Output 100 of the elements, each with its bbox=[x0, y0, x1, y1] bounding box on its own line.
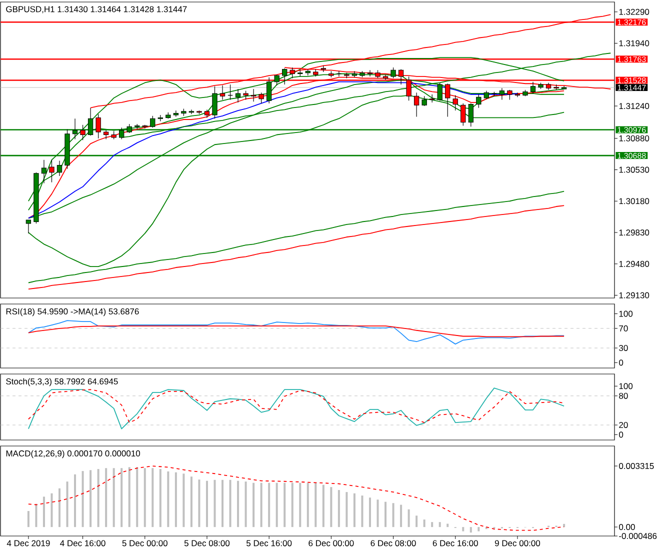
bar bbox=[330, 487, 332, 528]
y-tick-label: 0.00 bbox=[619, 524, 635, 530]
bar bbox=[237, 480, 240, 528]
y-tick-label: -0.000486 bbox=[619, 533, 657, 540]
bar bbox=[446, 524, 449, 528]
candlestick bbox=[476, 94, 482, 108]
chart-title: Stoch(5,3,3) 58.7992 64.6945 bbox=[6, 378, 118, 386]
x-tick-label: 6 Dec 16:00 bbox=[432, 540, 478, 546]
y-tick-label: 1.30180 bbox=[619, 198, 650, 204]
bar bbox=[268, 482, 270, 528]
x-tick-label: 4 Dec 16:00 bbox=[60, 540, 106, 546]
y-tick-label: 1.30880 bbox=[619, 135, 650, 142]
bar bbox=[167, 471, 170, 528]
bar bbox=[423, 519, 426, 528]
bar bbox=[284, 482, 286, 528]
bar bbox=[128, 467, 130, 528]
bar bbox=[438, 522, 441, 528]
bar bbox=[361, 496, 364, 528]
y-tick-label: 1.31940 bbox=[619, 40, 650, 46]
bar bbox=[182, 474, 185, 528]
bar bbox=[144, 468, 146, 528]
y-tick-label: 0.003315 bbox=[619, 462, 654, 469]
bar bbox=[198, 480, 200, 528]
candlestick bbox=[235, 88, 241, 103]
ref-line-label: 1.32176 bbox=[618, 19, 646, 26]
bar bbox=[222, 480, 224, 528]
candlestick bbox=[41, 160, 47, 184]
bar bbox=[276, 482, 278, 528]
bar bbox=[58, 488, 61, 528]
bar bbox=[82, 471, 84, 528]
candlestick bbox=[445, 83, 450, 118]
candlestick bbox=[188, 109, 194, 114]
x-tick-label: 5 Dec 08:00 bbox=[184, 540, 230, 546]
bar bbox=[322, 484, 324, 528]
bar bbox=[291, 482, 294, 528]
candlestick bbox=[250, 88, 256, 102]
bar bbox=[384, 502, 387, 528]
bar bbox=[478, 527, 480, 532]
y-tick-label: 1.30530 bbox=[619, 166, 650, 173]
bar bbox=[299, 482, 302, 528]
bar bbox=[120, 468, 123, 528]
y-tick-label: 1.32290 bbox=[619, 8, 650, 15]
candlestick bbox=[173, 110, 179, 118]
bar bbox=[97, 469, 100, 528]
ref-line-label: 1.31528 bbox=[618, 78, 646, 84]
y-tick-label: 70 bbox=[619, 325, 628, 332]
bar bbox=[416, 516, 418, 528]
bar bbox=[229, 480, 232, 528]
chart-title: GBPUSD,H1 1.31430 1.31464 1.31428 1.31447 bbox=[6, 6, 187, 14]
bar bbox=[338, 490, 340, 528]
candlestick bbox=[514, 92, 520, 98]
bar bbox=[105, 468, 108, 528]
bar bbox=[400, 504, 402, 528]
bar bbox=[368, 498, 371, 528]
bar bbox=[112, 468, 115, 528]
bar bbox=[174, 472, 177, 528]
ref-line-label: 1.30688 bbox=[618, 152, 646, 159]
y-tick-label: 1.29130 bbox=[619, 292, 650, 298]
y-tick-label: 0 bbox=[619, 432, 624, 438]
bar bbox=[90, 470, 92, 528]
y-tick-label: 30 bbox=[619, 344, 628, 351]
y-tick-label: 80 bbox=[619, 392, 628, 399]
bar bbox=[35, 504, 38, 528]
x-tick-label: 4 Dec 2019 bbox=[6, 540, 50, 546]
chart-title: MACD(12,26,9) 0.000170 0.000010 bbox=[6, 450, 140, 458]
bar bbox=[206, 480, 208, 528]
x-tick-label: 9 Dec 00:00 bbox=[494, 540, 540, 546]
bar bbox=[50, 493, 53, 528]
bar bbox=[66, 482, 68, 528]
x-tick-label: 5 Dec 16:00 bbox=[246, 540, 292, 546]
y-tick-label: 1.31240 bbox=[619, 103, 650, 110]
candlestick bbox=[507, 90, 512, 100]
y-tick-label: 100 bbox=[619, 383, 633, 390]
candlestick bbox=[460, 103, 466, 126]
candlestick bbox=[414, 92, 420, 118]
y-tick-label: 100 bbox=[619, 310, 633, 317]
bar bbox=[136, 467, 138, 528]
bar bbox=[392, 503, 394, 528]
candlestick bbox=[212, 86, 218, 119]
bar bbox=[159, 469, 162, 528]
candlestick bbox=[80, 124, 86, 140]
x-tick-label: 5 Dec 00:00 bbox=[122, 540, 168, 546]
candlestick bbox=[103, 130, 109, 140]
y-tick-label: 20 bbox=[619, 422, 628, 428]
candlestick bbox=[468, 103, 474, 127]
candlestick bbox=[452, 94, 458, 111]
bar bbox=[376, 500, 379, 528]
ref-line-label: 1.30976 bbox=[618, 127, 646, 133]
candlestick bbox=[266, 77, 272, 104]
x-tick-label: 6 Dec 00:00 bbox=[308, 540, 354, 546]
ref-line-label: 1.31447 bbox=[618, 84, 646, 90]
bar bbox=[244, 482, 247, 528]
chart-title: RSI(18) 54.9590 ->MA(14) 53.6876 bbox=[6, 308, 139, 316]
bar bbox=[252, 482, 255, 528]
bar bbox=[408, 509, 410, 528]
bar bbox=[190, 476, 192, 528]
candlestick bbox=[96, 114, 101, 139]
bar bbox=[306, 482, 309, 528]
candlestick bbox=[56, 160, 62, 176]
bar bbox=[214, 480, 216, 528]
